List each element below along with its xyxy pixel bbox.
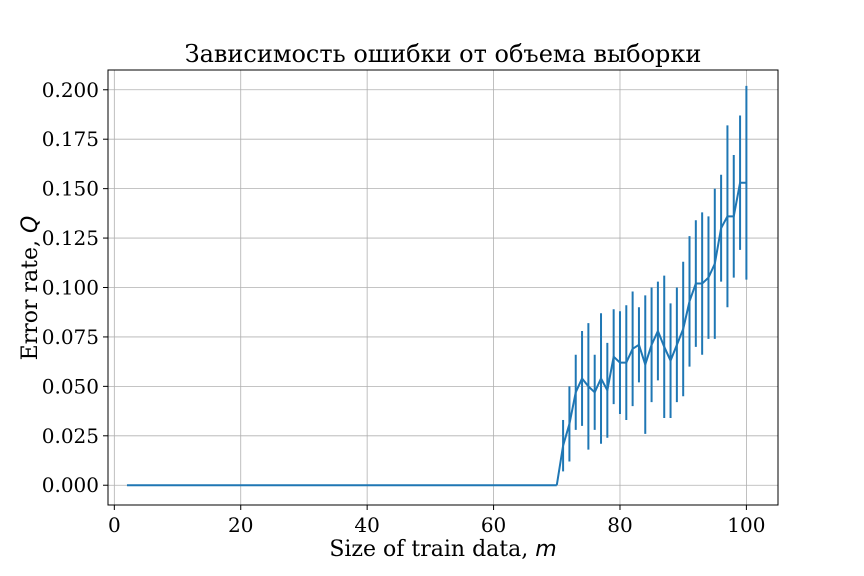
- x-axis-label: Size of train data, m: [329, 537, 556, 562]
- series-line: [555, 181, 747, 486]
- x-tick-label: 100: [727, 513, 765, 537]
- x-tick-label: 40: [354, 513, 379, 537]
- chart-title: Зависимость ошибки от объема выборки: [185, 40, 702, 68]
- y-axis-label: Error rate, Q: [18, 216, 43, 361]
- y-ticks: 0.000 0.025 0.050 0.075 0.100 0.125 0.150 0.175…: [42, 78, 108, 497]
- y-tick-label: 0.000: [42, 473, 99, 497]
- x-tick-label: 80: [607, 513, 632, 537]
- y-tick-label: 0.100: [42, 276, 99, 300]
- x-tick-label: 60: [481, 513, 506, 537]
- x-tick-label: 20: [228, 513, 253, 537]
- x-ticks: 0 20 40 60 80 100: [108, 505, 765, 537]
- y-tick-label: 0.125: [42, 226, 99, 250]
- y-tick-label: 0.025: [42, 424, 99, 448]
- y-axis-variable: Q: [18, 216, 43, 233]
- x-axis-label-text: Size of train data,: [329, 537, 535, 562]
- x-axis-variable: m: [535, 537, 556, 562]
- error-bars: [562, 85, 748, 472]
- x-tick-label: 0: [108, 513, 121, 537]
- series-group: [555, 181, 747, 486]
- y-tick-label: 0.075: [42, 325, 99, 349]
- y-tick-label: 0.150: [42, 177, 99, 201]
- y-tick-label: 0.175: [42, 127, 99, 151]
- y-tick-label: 0.200: [42, 78, 99, 102]
- y-tick-label: 0.050: [42, 374, 99, 398]
- y-axis-label-text: Error rate,: [18, 233, 43, 360]
